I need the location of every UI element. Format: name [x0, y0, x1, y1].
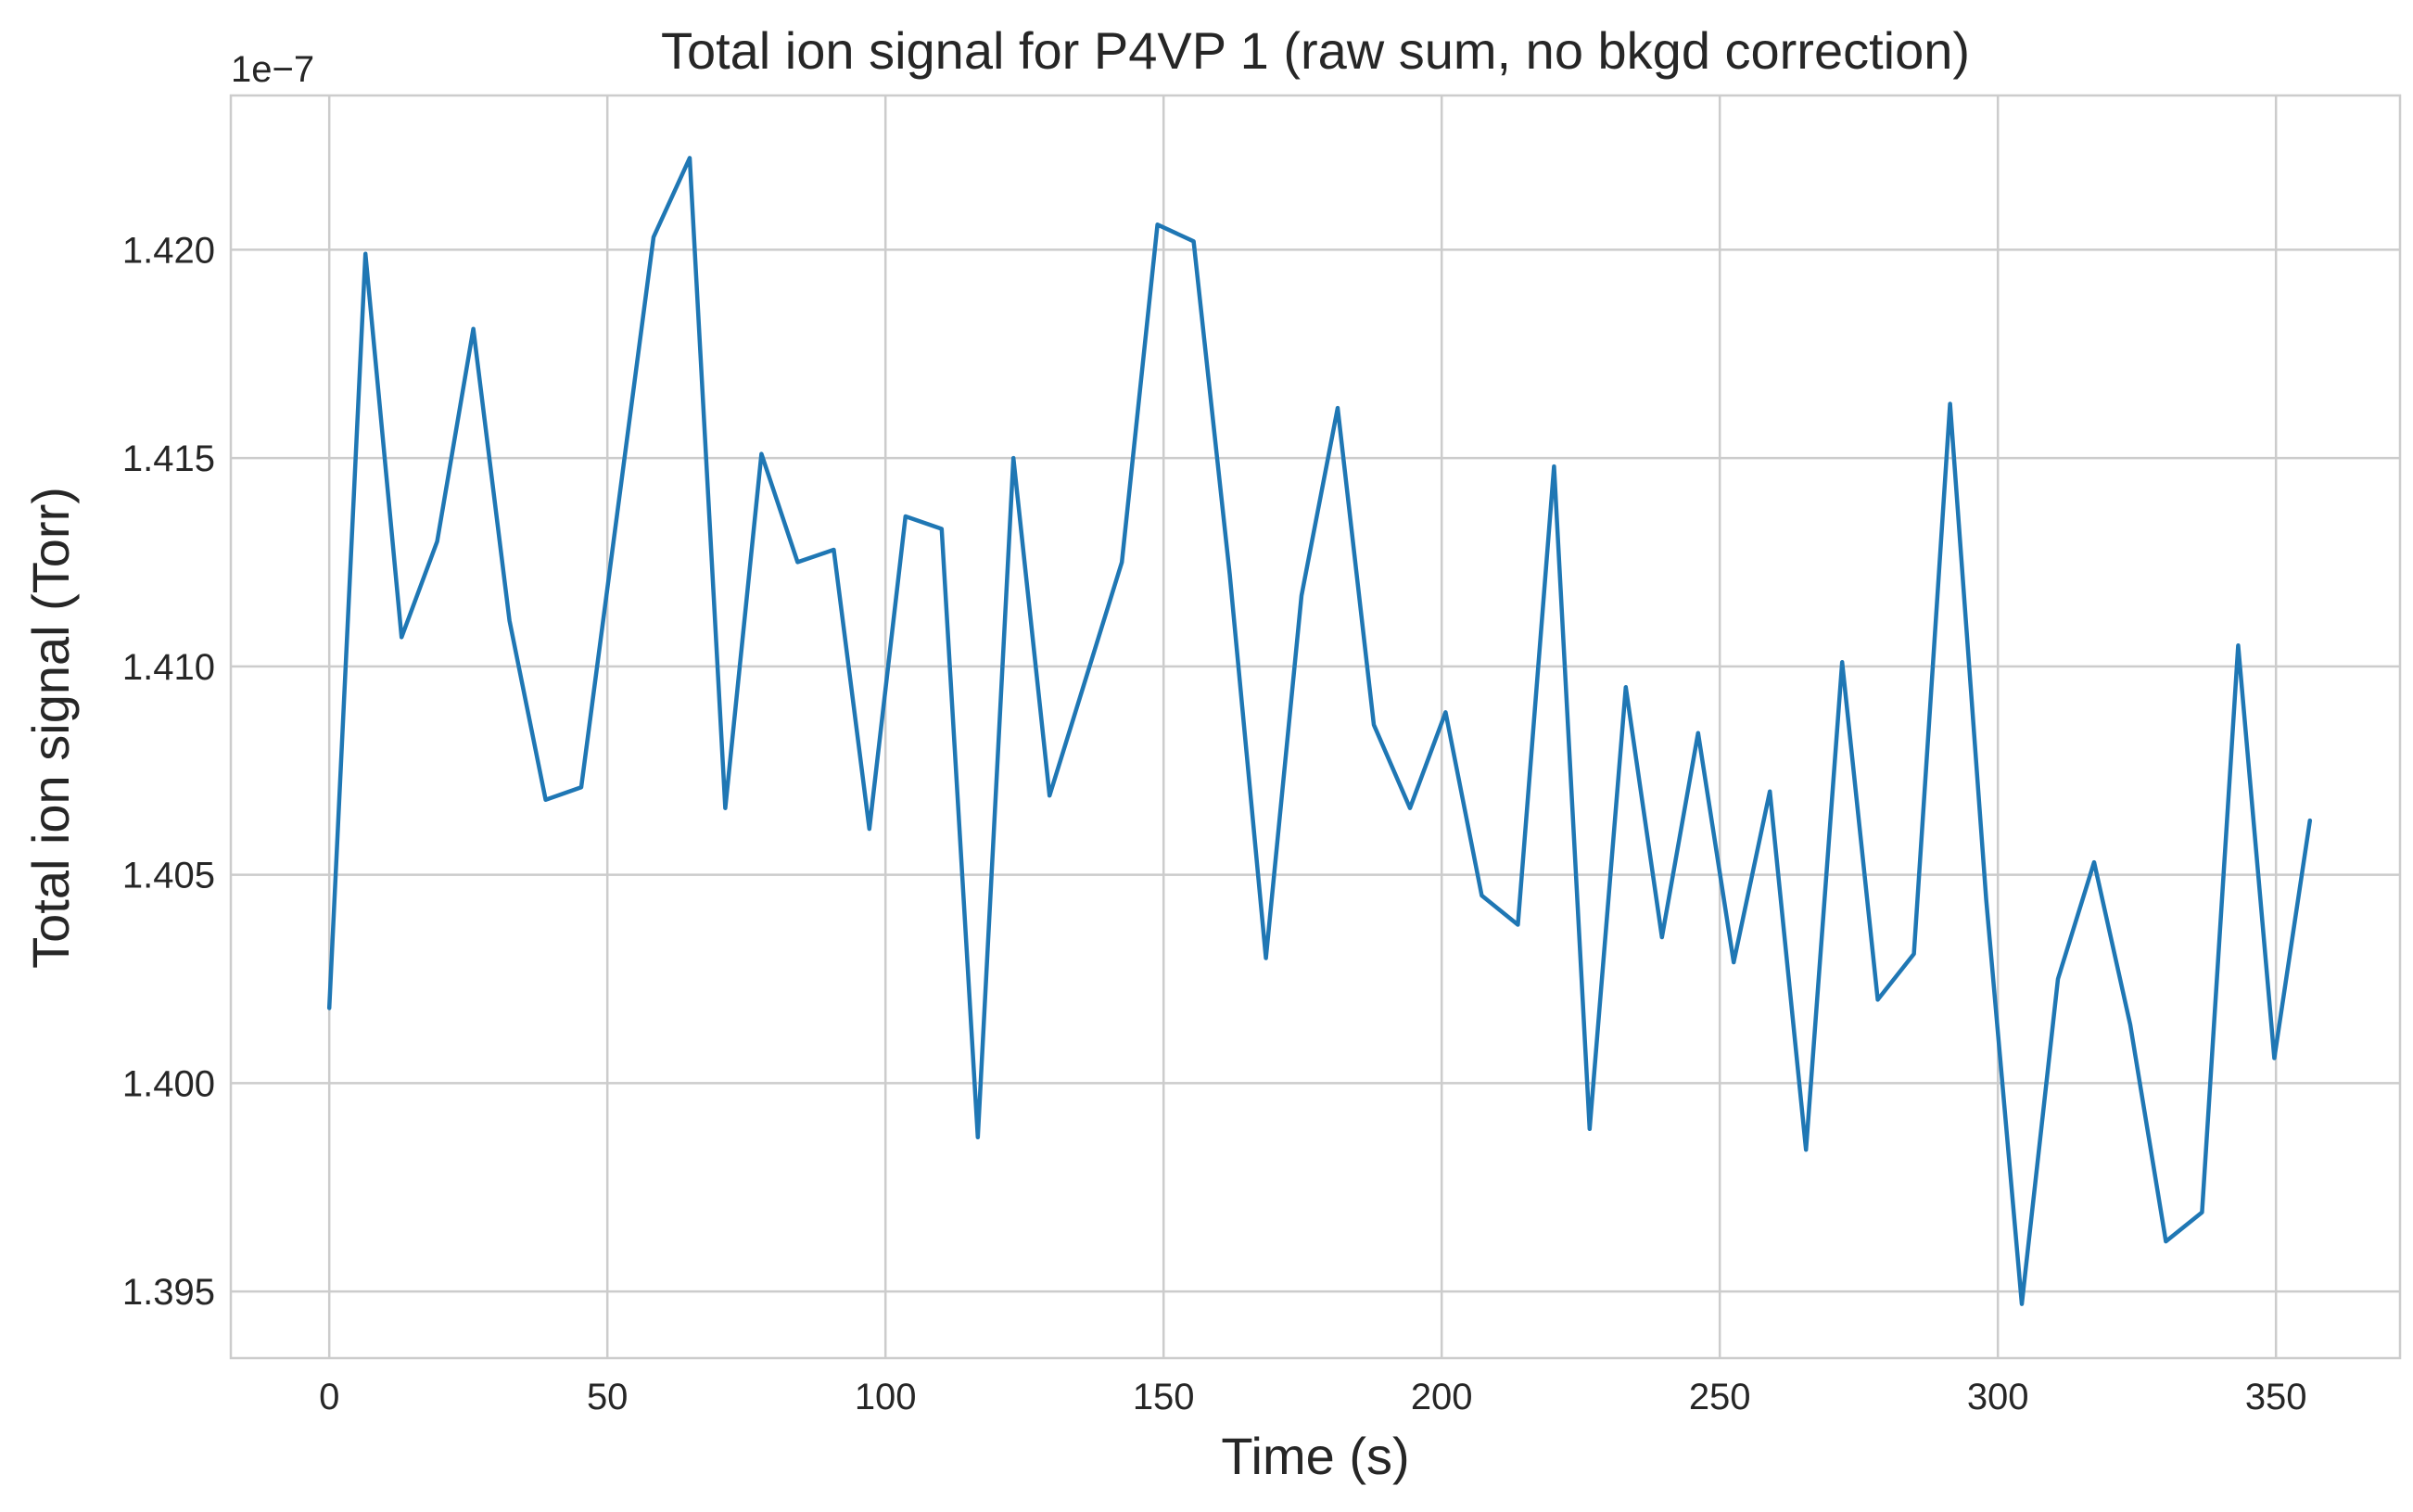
- y-offset-label: 1e−7: [231, 49, 314, 90]
- x-tick-label: 100: [855, 1377, 917, 1417]
- x-tick-label: 300: [1967, 1377, 2029, 1417]
- y-tick-label: 1.395: [122, 1272, 215, 1313]
- x-tick-label: 250: [1689, 1377, 1751, 1417]
- chart-title: Total ion signal for P4VP 1 (raw sum, no…: [661, 21, 1970, 80]
- x-tick-label: 200: [1411, 1377, 1473, 1417]
- plot-area-frame: [229, 94, 2402, 1360]
- y-tick-label: 1.400: [122, 1063, 215, 1104]
- y-tick-label: 1.410: [122, 647, 215, 688]
- y-tick-label: 1.415: [122, 438, 215, 479]
- x-tick-label: 0: [319, 1377, 339, 1417]
- x-tick-label: 150: [1133, 1377, 1195, 1417]
- tick-layer: 0 50 100 150 200 250 300 350 1.395 1.400 1.405 1.41…: [122, 230, 2307, 1417]
- series-line: [326, 156, 2313, 1306]
- x-tick-label: 350: [2245, 1377, 2307, 1417]
- y-axis-label: Total ion signal (Torr): [21, 487, 80, 969]
- grid-layer: [231, 95, 2400, 1358]
- x-axis-label: Time (s): [1221, 1427, 1409, 1485]
- y-tick-label: 1.405: [122, 856, 215, 896]
- x-tick-label: 50: [587, 1377, 629, 1417]
- y-tick-label: 1.420: [122, 230, 215, 271]
